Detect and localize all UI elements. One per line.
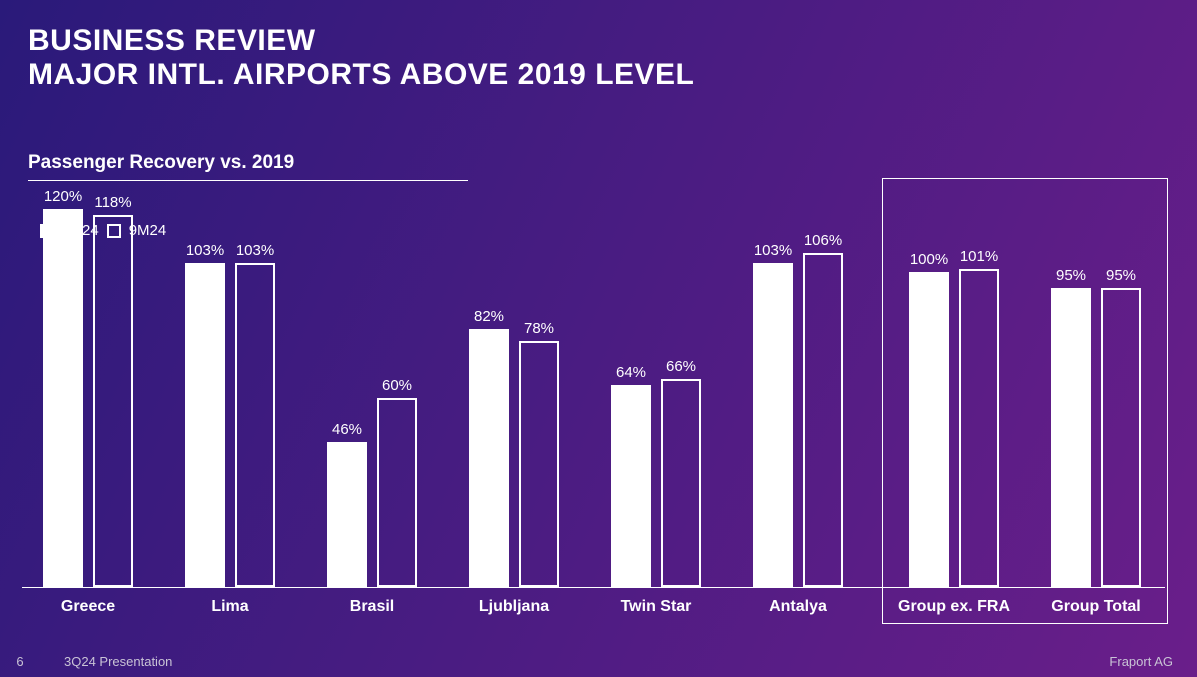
slide-title: BUSINESS REVIEW MAJOR INTL. AIRPORTS ABO… bbox=[28, 24, 694, 91]
bar-m9-label: 101% bbox=[960, 248, 998, 265]
bar-q3-wrap: 100% bbox=[909, 251, 949, 587]
title-line-1: BUSINESS REVIEW bbox=[28, 24, 694, 58]
bar-m9-label: 103% bbox=[236, 242, 274, 259]
bar-q3-wrap: 95% bbox=[1051, 267, 1091, 587]
footer-page-number: 6 bbox=[0, 654, 40, 669]
bar-m9-label: 106% bbox=[804, 232, 842, 249]
x-axis-label: Twin Star bbox=[621, 598, 692, 616]
bar-q3-label: 82% bbox=[474, 308, 504, 325]
bar-m9 bbox=[1101, 288, 1141, 587]
bar-group: 120% 118% bbox=[43, 188, 133, 587]
bar-m9-wrap: 106% bbox=[803, 232, 843, 587]
bar-m9 bbox=[959, 269, 999, 587]
bar-q3-label: 100% bbox=[910, 251, 948, 268]
chart-plot: 120%118%103%103%46%60%82%78%64%66%103%10… bbox=[22, 210, 1165, 588]
bar-q3-wrap: 82% bbox=[469, 308, 509, 587]
bar-m9 bbox=[235, 263, 275, 587]
bar-q3 bbox=[909, 272, 949, 587]
footer: 6 3Q24 Presentation Fraport AG bbox=[0, 654, 1197, 669]
bar-m9-label: 95% bbox=[1106, 267, 1136, 284]
bar-m9-wrap: 101% bbox=[959, 248, 999, 587]
bar-m9-label: 60% bbox=[382, 377, 412, 394]
x-axis-label: Lima bbox=[211, 598, 248, 616]
bar-q3-wrap: 120% bbox=[43, 188, 83, 587]
bar-group: 82% 78% bbox=[469, 308, 559, 587]
bar-m9-wrap: 95% bbox=[1101, 267, 1141, 587]
footer-title: 3Q24 Presentation bbox=[64, 654, 172, 669]
bar-group: 100% 101% bbox=[909, 248, 999, 587]
bar-q3 bbox=[611, 385, 651, 587]
footer-company: Fraport AG bbox=[1109, 654, 1173, 669]
x-axis-label: Group ex. FRA bbox=[898, 598, 1010, 616]
bar-q3 bbox=[43, 209, 83, 587]
slide: BUSINESS REVIEW MAJOR INTL. AIRPORTS ABO… bbox=[0, 0, 1197, 677]
bar-q3 bbox=[185, 263, 225, 587]
bar-m9 bbox=[661, 379, 701, 587]
bar-group: 46% 60% bbox=[327, 377, 417, 587]
bar-m9 bbox=[377, 398, 417, 587]
bar-m9-wrap: 118% bbox=[93, 194, 133, 587]
bar-q3-label: 103% bbox=[754, 242, 792, 259]
chart-area: 120%118%103%103%46%60%82%78%64%66%103%10… bbox=[22, 210, 1165, 625]
bar-q3-label: 95% bbox=[1056, 267, 1086, 284]
bar-m9-label: 118% bbox=[94, 194, 131, 211]
bar-q3-label: 46% bbox=[332, 421, 362, 438]
bar-q3 bbox=[327, 442, 367, 587]
bar-q3-label: 120% bbox=[44, 188, 82, 205]
bar-q3-label: 103% bbox=[186, 242, 224, 259]
bar-m9-wrap: 78% bbox=[519, 320, 559, 587]
bar-q3-label: 64% bbox=[616, 364, 646, 381]
bar-q3 bbox=[1051, 288, 1091, 587]
bar-group: 64% 66% bbox=[611, 358, 701, 587]
bar-q3-wrap: 103% bbox=[753, 242, 793, 587]
x-axis-label: Group Total bbox=[1051, 598, 1140, 616]
bar-group: 103% 106% bbox=[753, 232, 843, 587]
bar-group: 95% 95% bbox=[1051, 267, 1141, 587]
bar-m9 bbox=[93, 215, 133, 587]
bar-m9 bbox=[803, 253, 843, 587]
bar-m9-label: 66% bbox=[666, 358, 696, 375]
bar-q3-wrap: 64% bbox=[611, 364, 651, 587]
chart-xlabels: Greece Lima Brasil Ljubljana Twin Star Antaly… bbox=[22, 588, 1165, 624]
bar-m9-wrap: 103% bbox=[235, 242, 275, 587]
title-line-2: MAJOR INTL. AIRPORTS ABOVE 2019 LEVEL bbox=[28, 58, 694, 92]
x-axis-label: Greece bbox=[61, 598, 115, 616]
x-axis-label: Antalya bbox=[769, 598, 827, 616]
bar-m9-wrap: 66% bbox=[661, 358, 701, 587]
bar-q3-wrap: 103% bbox=[185, 242, 225, 587]
chart-subtitle: Passenger Recovery vs. 2019 bbox=[28, 152, 468, 181]
bar-q3 bbox=[753, 263, 793, 587]
bar-group: 103% 103% bbox=[185, 242, 275, 587]
x-axis-label: Brasil bbox=[350, 598, 394, 616]
bar-m9-label: 78% bbox=[524, 320, 554, 337]
x-axis-label: Ljubljana bbox=[479, 598, 549, 616]
bar-m9 bbox=[519, 341, 559, 587]
bar-m9-wrap: 60% bbox=[377, 377, 417, 587]
bar-q3 bbox=[469, 329, 509, 587]
bar-q3-wrap: 46% bbox=[327, 421, 367, 587]
